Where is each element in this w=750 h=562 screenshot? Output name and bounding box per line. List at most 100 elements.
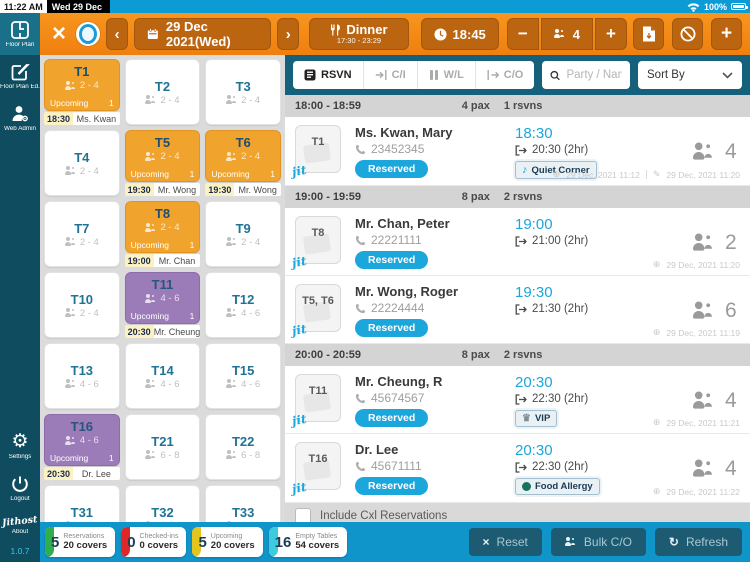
guest-name: Mr. Cheung, R — [355, 374, 443, 389]
sidebar-item-web-admin[interactable]: Web Admin — [0, 97, 40, 139]
sidebar-item-about[interactable]: Jithost About — [1, 514, 39, 536]
selection-circle-button[interactable] — [75, 22, 100, 46]
stat-reservations: 5 Reservations 20 covers — [45, 527, 116, 557]
include-cxl-checkbox[interactable] — [295, 508, 311, 522]
table-name: T3 — [235, 78, 251, 94]
people-icon — [226, 237, 238, 246]
people-icon — [64, 308, 77, 317]
add-reservation-button[interactable]: + — [711, 18, 743, 50]
pax-decrease-button[interactable]: − — [506, 18, 539, 50]
table-name: T16 — [70, 419, 94, 434]
search-input[interactable] — [566, 69, 622, 81]
status-badge: Reserved — [355, 160, 429, 178]
people-icon — [553, 29, 566, 38]
phone-icon — [355, 461, 366, 471]
start-time: 20:30 — [515, 374, 553, 391]
table-card-t4[interactable]: T4 2 - 4 — [44, 130, 120, 196]
table-card-t13[interactable]: T13 4 - 6 — [44, 343, 120, 409]
table-card-t8[interactable]: T8 2 - 4 Upcoming 1 19:00 Mr. Chan — [124, 201, 201, 267]
filter-check-in[interactable]: C/I — [364, 61, 418, 89]
stat-checked-ins: 0 Checked-ins 0 covers — [121, 527, 187, 557]
reservation-card[interactable]: T1 jit Ms. Kwan, Mary 23452345 Reserved … — [285, 117, 750, 186]
close-button[interactable]: × — [48, 18, 70, 50]
bulk-checkout-button[interactable]: Bulk C/O — [550, 528, 646, 556]
table-card-t33[interactable]: T332 - 4 — [205, 485, 281, 522]
sidebar-item-settings[interactable]: ⚙ Settings — [8, 431, 32, 461]
music-note-icon: ♪ — [522, 164, 528, 176]
table-next-time: 19:30 — [124, 183, 154, 196]
table-name: T22 — [231, 433, 255, 449]
table-card-t32[interactable]: T322 - 4 — [124, 485, 201, 522]
people-icon — [693, 459, 716, 477]
sidebar-item-logout[interactable]: Logout — [0, 467, 40, 509]
battery-icon — [731, 3, 748, 10]
sort-by-dropdown[interactable]: Sort By — [638, 61, 742, 89]
table-card-t16[interactable]: T16 4 - 6 Upcoming 1 20:30 Dr. Lee — [44, 414, 120, 480]
table-name: T1 — [74, 64, 90, 79]
table-card-t15[interactable]: T15 4 - 6 — [205, 343, 281, 409]
table-status: Upcoming — [50, 98, 89, 108]
next-day-button[interactable]: › — [277, 18, 300, 50]
search-box — [542, 61, 630, 89]
reservation-card[interactable]: T11 jit Mr. Cheung, R 45674567 Reserved … — [285, 366, 750, 434]
wifi-icon — [687, 2, 700, 12]
table-card-t12[interactable]: T12 4 - 6 — [205, 272, 281, 338]
table-status: Upcoming — [130, 240, 169, 250]
guest-phone: 22221111 — [371, 233, 422, 247]
prev-day-button[interactable]: ‹ — [105, 18, 129, 50]
table-card-t6[interactable]: T6 2 - 4 Upcoming 1 19:30 Mr. Wong — [205, 130, 281, 196]
table-name: T31 — [70, 504, 94, 520]
date-picker-button[interactable]: 29 Dec 2021(Wed) — [134, 18, 272, 50]
pax-increase-button[interactable]: + — [595, 18, 628, 50]
phone-icon — [355, 303, 366, 313]
sidebar-item-floor-plan-editor[interactable]: Floor Plan Ed... — [0, 55, 40, 97]
session-button[interactable]: Dinner 17:30 - 23:29 — [309, 18, 409, 50]
table-card-t22[interactable]: T22 6 - 8 — [205, 414, 281, 480]
table-next-time: 19:30 — [205, 183, 235, 196]
people-icon — [145, 293, 157, 303]
checkout-arrow-icon — [515, 303, 527, 315]
check-out-icon — [487, 70, 499, 80]
pax-count: 4 — [725, 457, 737, 480]
table-card-t21[interactable]: T21 6 - 8 — [124, 414, 201, 480]
reset-button[interactable]: × Reset — [468, 528, 542, 556]
table-card-t14[interactable]: T14 4 - 6 — [124, 343, 201, 409]
table-card-t10[interactable]: T10 2 - 4 — [44, 272, 120, 338]
toolbar: × ‹ 29 Dec 2021(Wed) › Dinner 17:30 - 23… — [40, 13, 750, 55]
table-card-t3[interactable]: T3 2 - 4 — [205, 59, 281, 125]
table-card-t1[interactable]: T1 2 - 4 Upcoming 1 18:30 Ms. Kwan — [44, 59, 120, 125]
stat-upcoming: 5 Upcoming 20 covers — [192, 527, 263, 557]
rsvn-book-icon — [304, 69, 316, 81]
chevron-left-icon: ‹ — [114, 25, 120, 43]
table-card-t5[interactable]: T5 2 - 4 Upcoming 1 19:30 Mr. Wong — [124, 130, 201, 196]
filter-check-out[interactable]: C/O — [476, 61, 535, 89]
block-table-button[interactable] — [672, 18, 704, 50]
pax-count: 2 — [725, 230, 737, 254]
prohibit-icon — [680, 26, 696, 42]
table-card-t31[interactable]: T312 - 4 — [44, 485, 120, 522]
table-card-t9[interactable]: T9 2 - 4 — [205, 201, 281, 267]
filter-wait-list[interactable]: W/L — [418, 61, 476, 89]
table-next-time: 20:30 — [124, 325, 154, 338]
export-report-button[interactable] — [633, 18, 665, 50]
guest-name: Ms. Kwan, Mary — [355, 125, 453, 140]
table-chip: T5, T6 jit — [291, 284, 341, 338]
time-picker-button[interactable]: 18:45 — [420, 18, 499, 50]
table-card-t11[interactable]: T11 4 - 6 Upcoming 1 20:30 Mr. Cheung — [124, 272, 201, 338]
sidebar-item-floor-plan[interactable]: Floor Plan — [0, 13, 40, 55]
people-icon — [64, 80, 77, 90]
table-status: Upcoming — [130, 311, 169, 321]
stat-ribbon — [268, 527, 278, 557]
created-timestamp: 29 Dec, 2021 11:20 — [666, 259, 740, 270]
jit-logo: jit — [290, 479, 308, 497]
refresh-button[interactable]: ↻ Refresh — [654, 528, 742, 556]
reservation-card[interactable]: T5, T6 jit Mr. Wong, Roger 22224444 Rese… — [285, 276, 750, 344]
reservation-card[interactable]: T16 jit Dr. Lee 45671111 Reserved 20:30 … — [285, 434, 750, 503]
filter-rsvn[interactable]: RSVN — [293, 61, 364, 89]
created-icon: ⊕ — [652, 486, 661, 496]
reservation-card[interactable]: T8 jit Mr. Chan, Peter 22221111 Reserved… — [285, 208, 750, 276]
created-timestamp: 29 Dec, 2021 11:12 — [566, 169, 640, 180]
table-card-t7[interactable]: T7 2 - 4 — [44, 201, 120, 267]
sidebar: Floor Plan Floor Plan Ed... Web Admin ⚙ … — [0, 13, 40, 562]
table-card-t2[interactable]: T2 2 - 4 — [124, 59, 201, 125]
